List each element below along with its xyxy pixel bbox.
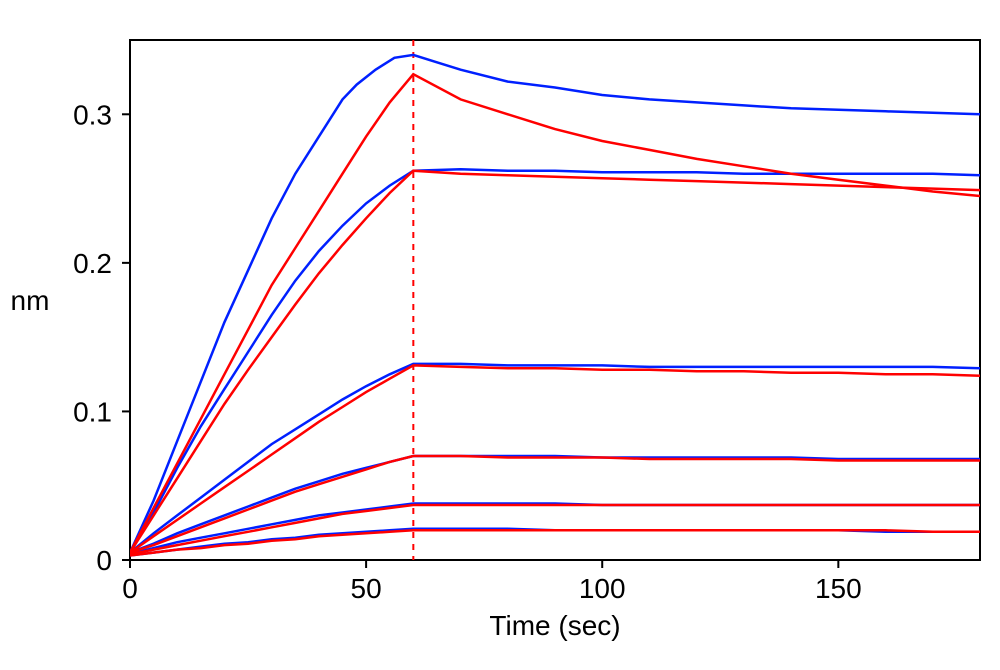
x-tick-label: 0	[122, 573, 138, 604]
fit-line	[130, 74, 980, 552]
y-tick-label: 0.3	[73, 99, 112, 130]
sensorgram-chart: 0 50 100 150 0 0.1 0.2 0.3 Time (sec) nm Time (se…	[0, 0, 1000, 670]
x-tick-label: 150	[815, 573, 862, 604]
x-tick-label: 50	[351, 573, 382, 604]
chart-svg: 0 50 100 150 0 0.1 0.2 0.3 Time (sec) nm	[0, 0, 1000, 670]
y-tick-label: 0.2	[73, 248, 112, 279]
x-tick-label: 100	[579, 573, 626, 604]
y-axis-label: nm	[11, 285, 50, 316]
x-axis-label: Time (sec)	[489, 610, 620, 641]
fit-line	[130, 171, 980, 553]
plot-border	[130, 40, 980, 560]
y-tick-label: 0	[96, 545, 112, 576]
data-line	[130, 169, 980, 552]
y-tick-label: 0.1	[73, 396, 112, 427]
fit-line	[130, 530, 980, 555]
